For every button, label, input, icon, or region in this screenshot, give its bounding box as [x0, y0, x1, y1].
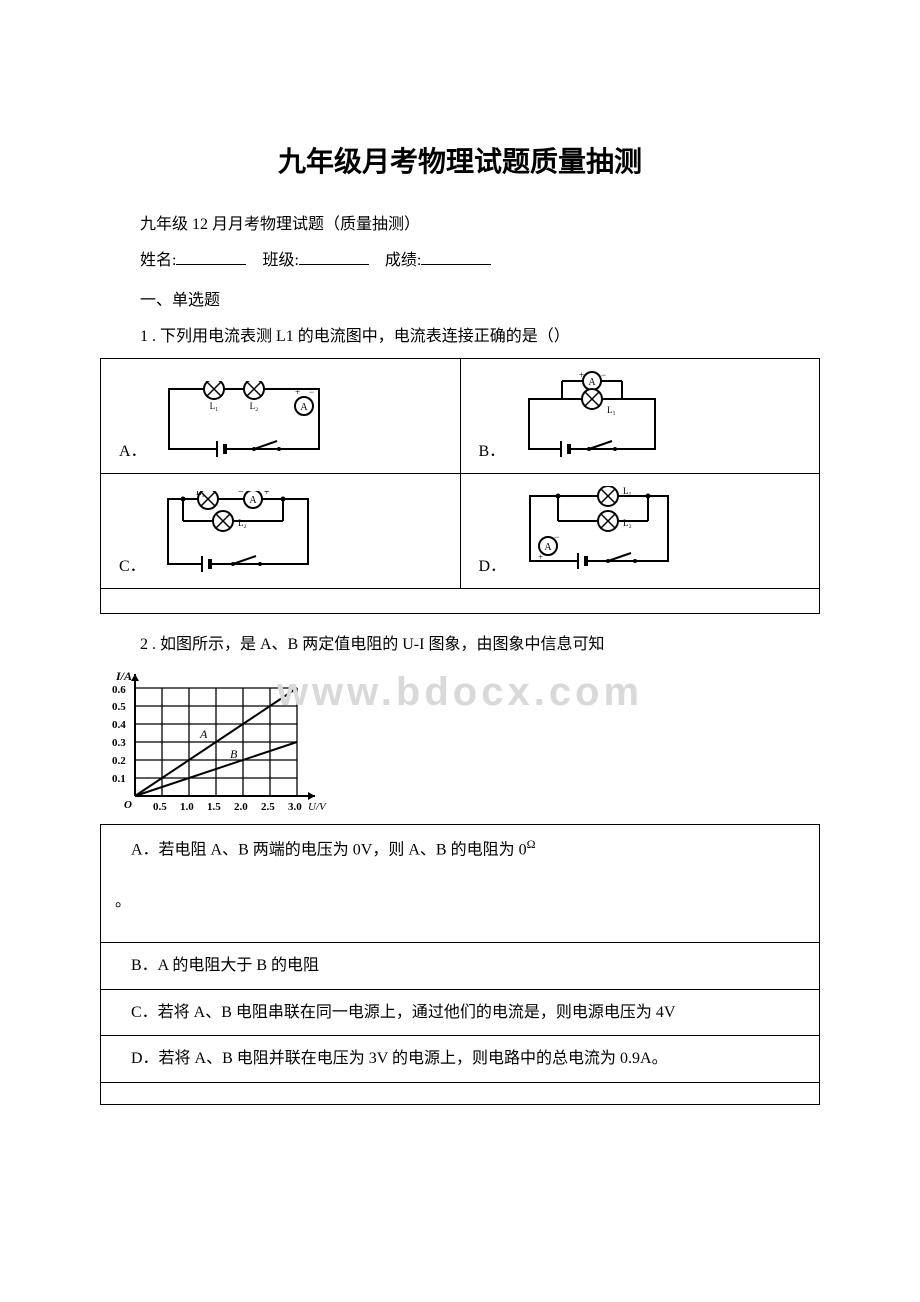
question-2-options-table: A．若电阻 A、B 两端的电压为 0V，则 A、B 的电阻为 0Ω 。 B．A 的… [100, 824, 820, 1105]
svg-text:A: A [589, 377, 597, 388]
empty-row [101, 589, 820, 614]
score-label: 成绩: [385, 252, 421, 269]
svg-text:0.1: 0.1 [112, 773, 126, 785]
svg-text:L₂: L₂ [238, 518, 247, 528]
option-2a-suffix: 。 [115, 893, 131, 910]
option-a-label: A． [119, 437, 147, 461]
svg-text:A: A [300, 402, 308, 413]
option-a-cell: A． L₁ L₂ A + [101, 359, 461, 474]
name-label: 姓名: [140, 252, 176, 269]
student-info: 姓名: 班级: 成绩: [140, 246, 820, 270]
svg-text:I/A: I/A [115, 669, 132, 683]
svg-text:0.5: 0.5 [153, 801, 167, 813]
option-2d: D．若将 A、B 电阻并联在电压为 3V 的电源上，则电路中的总电流为 0.9A… [101, 1036, 820, 1083]
class-blank [299, 264, 369, 265]
score-blank [421, 264, 491, 265]
option-b-label: B． [479, 437, 506, 461]
option-2a-text: A．若电阻 A、B 两端的电压为 0V，则 A、B 的电阻为 0 [131, 841, 527, 858]
svg-text:1.5: 1.5 [207, 801, 221, 813]
svg-text:−: − [238, 491, 244, 498]
svg-text:A: A [249, 495, 257, 506]
circuit-diagram-b: A + − L₁ [517, 371, 667, 461]
svg-text:−: − [601, 371, 606, 380]
option-2b-text: B．A 的电阻大于 B 的电阻 [131, 957, 319, 974]
question-1-text: 1 . 下列用电流表测 L1 的电流图中，电流表连接正确的是（） [140, 322, 820, 346]
option-2c: C．若将 A、B 电阻串联在同一电源上，通过他们的电流是，则电源电压为 4V [101, 989, 820, 1036]
svg-text:0.4: 0.4 [112, 719, 126, 731]
svg-text:0.5: 0.5 [112, 701, 126, 713]
svg-text:−: − [309, 387, 314, 397]
svg-text:+: + [264, 491, 270, 498]
option-2d-text: D．若将 A、B 电阻并联在电压为 3V 的电源上，则电路中的总电流为 0.9A… [131, 1050, 668, 1067]
option-2a: A．若电阻 A、B 两端的电压为 0V，则 A、B 的电阻为 0Ω 。 [101, 825, 820, 943]
svg-text:L₂: L₂ [623, 518, 632, 528]
svg-text:U/V: U/V [308, 801, 327, 813]
svg-text:B: B [230, 747, 238, 761]
section-header: 一、单选题 [140, 286, 820, 310]
svg-text:−: − [554, 532, 559, 542]
svg-text:+: + [579, 371, 584, 380]
class-label: 班级: [262, 252, 298, 269]
svg-text:2.0: 2.0 [234, 801, 248, 813]
circuit-diagram-a: L₁ L₂ A + − [159, 381, 329, 461]
svg-text:A: A [544, 542, 552, 553]
svg-text:L₁: L₁ [623, 486, 632, 496]
option-2c-text: C．若将 A、B 电阻串联在同一电源上，通过他们的电流是，则电源电压为 4V [131, 1004, 675, 1021]
svg-text:1.0: 1.0 [180, 801, 194, 813]
page-title: 九年级月考物理试题质量抽测 [100, 140, 820, 180]
svg-text:L₁: L₁ [209, 401, 218, 411]
empty-row-2 [101, 1082, 820, 1104]
option-d-label: D． [479, 552, 507, 576]
svg-text:0.2: 0.2 [112, 755, 126, 767]
subtitle: 九年级 12 月月考物理试题（质量抽测） [140, 210, 820, 234]
svg-text:0.3: 0.3 [112, 737, 126, 749]
option-d-cell: D． L₁ L₂ [460, 474, 820, 589]
svg-text:+: + [295, 387, 300, 397]
svg-text:A: A [199, 727, 208, 741]
circuit-diagram-c: L₁ A − + L₂ [158, 491, 318, 576]
svg-text:L₂: L₂ [249, 401, 258, 411]
svg-text:2.5: 2.5 [261, 801, 275, 813]
option-c-label: C． [119, 552, 146, 576]
omega-symbol: Ω [527, 837, 536, 851]
question-1-options-table: A． L₁ L₂ A + [100, 358, 820, 614]
option-2b: B．A 的电阻大于 B 的电阻 [101, 943, 820, 990]
svg-text:L₁: L₁ [196, 491, 205, 497]
option-b-cell: B． A + − L₁ [460, 359, 820, 474]
svg-text:3.0: 3.0 [288, 801, 302, 813]
name-blank [176, 264, 246, 265]
svg-text:0.6: 0.6 [112, 684, 126, 696]
ui-graph: I/A U/V O 0.1 0.2 0.3 0.4 0.5 0.6 0.5 1.… [100, 666, 820, 816]
svg-text:O: O [124, 799, 132, 811]
circuit-diagram-d: L₁ L₂ A + − [518, 486, 678, 576]
question-2-text: 2 . 如图所示，是 A、B 两定值电阻的 U-I 图象，由图象中信息可知 [140, 630, 820, 654]
option-c-cell: C． L₁ A − + [101, 474, 461, 589]
svg-text:L₁: L₁ [607, 405, 616, 415]
